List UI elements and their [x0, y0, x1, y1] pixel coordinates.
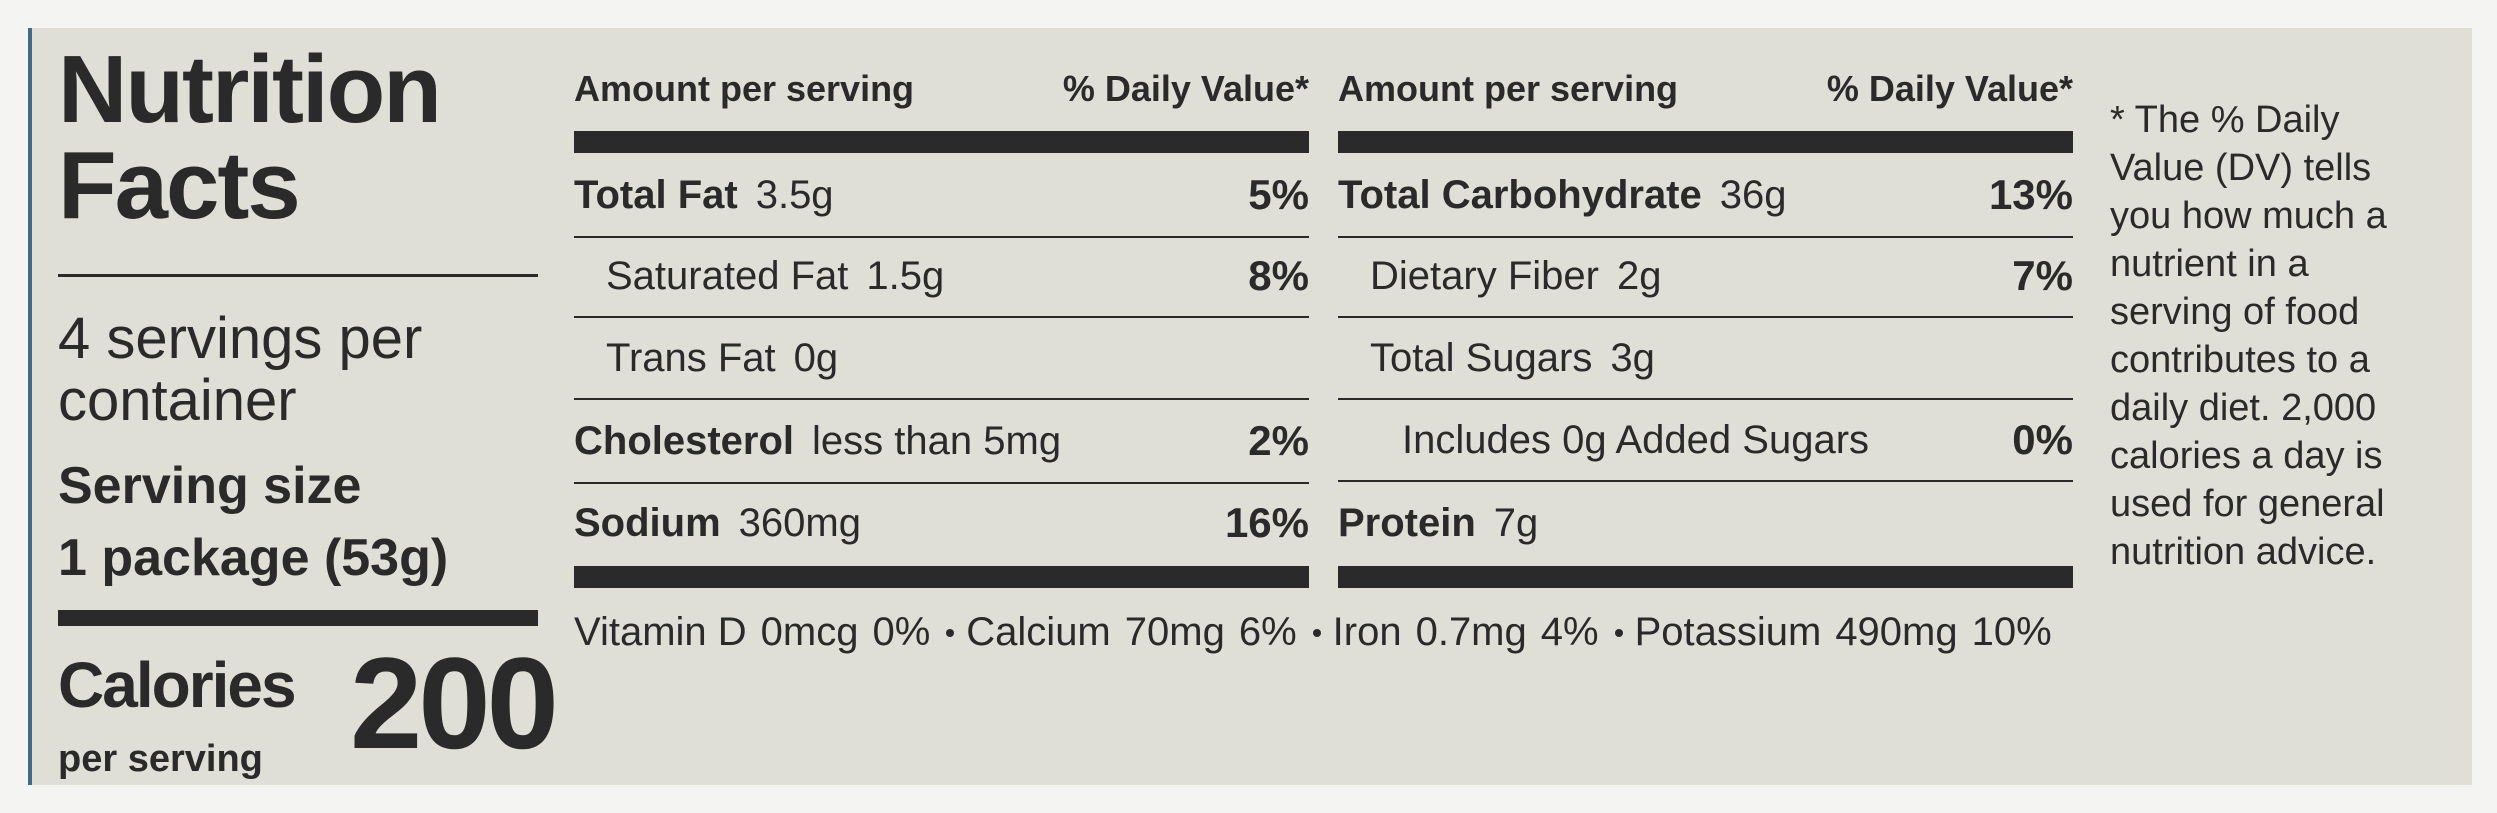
nutrient-row: Trans Fat 0g [574, 318, 1309, 400]
nutrient-name: Cholesterol [574, 418, 795, 463]
separator-dot [1614, 628, 1623, 637]
nutrient-row: Dietary Fiber 2g 7% [1338, 236, 2073, 318]
vitamin-name: Iron [1332, 610, 1402, 654]
nutrient-row: Saturated Fat 1.5g 8% [574, 236, 1309, 318]
nutrient-name: Protein [1338, 500, 1476, 545]
nutrient-row: Includes 0g Added Sugars 0% [1338, 400, 2073, 482]
separator-dot [1312, 628, 1321, 637]
footnote: * The % Daily Value (DV) tells you how m… [2110, 99, 2387, 573]
nutrient-dv: 2% [1248, 417, 1309, 464]
nutrient-dv: 16% [1224, 499, 1309, 546]
nutrient-column: Amount per serving % Daily Value* Total C… [1338, 28, 2073, 628]
nutrient-name: Total Fat [574, 172, 738, 217]
vitamins-line: Vitamin D 0mcg 0% Calcium 70mg 6% Iron 0.7mg 4% P… [574, 610, 2066, 655]
calories-sub: per serving [58, 738, 263, 780]
vitamin-name: Vitamin D [574, 610, 747, 654]
nutrient-name: Dietary Fiber [1370, 253, 1599, 298]
nutrient-row: Total Carbohydrate 36g 13% [1338, 154, 2073, 238]
nutrient-amount: 1.5g [866, 253, 945, 298]
nutrient-amount: 3g [1610, 335, 1655, 380]
nutrient-row: Total Fat 3.5g 5% [574, 154, 1309, 238]
column-header: Amount per serving % Daily Value* [574, 68, 1309, 110]
vitamin-name: Potassium [1634, 610, 1822, 654]
nutrient-amount: 3.5g [755, 172, 834, 217]
thick-bar [574, 566, 1309, 588]
vitamin-dv: 0% [872, 610, 931, 654]
nutrient-row: Cholesterol less than 5mg 2% [574, 400, 1309, 484]
serving-size: 1 package (53g) [58, 529, 449, 587]
vitamin-amount: 0mcg [760, 610, 859, 654]
nutrient-name: Trans Fat [606, 335, 776, 380]
vitamin-dv: 10% [1971, 610, 2052, 654]
nutrient-amount: 36g [1719, 172, 1787, 217]
divider [58, 274, 538, 277]
nutrient-column: Amount per serving % Daily Value* Total F… [574, 28, 1309, 628]
nutrition-label: Nutrition Facts 4 servings per container… [28, 28, 2472, 785]
header-amount: Amount per serving [1338, 68, 1679, 109]
header-dv: % Daily Value* [1826, 68, 2073, 109]
calories-label: Calories [58, 649, 297, 721]
servings: 4 servings per container [58, 306, 423, 433]
nutrient-amount: 360mg [738, 500, 861, 545]
nutrient-amount: less than 5mg [812, 418, 1062, 463]
header-amount: Amount per serving [574, 68, 915, 109]
separator-dot [946, 628, 955, 637]
nutrient-name: Saturated Fat [606, 253, 849, 298]
vitamin-amount: 70mg [1124, 610, 1225, 654]
calories-value: 200 [350, 630, 559, 776]
nutrient-name: Total Carbohydrate [1338, 172, 1702, 217]
thick-bar [574, 131, 1309, 153]
vitamin-name: Calcium [966, 610, 1111, 654]
thick-bar [1338, 131, 2073, 153]
vitamin-amount: 0.7mg [1415, 610, 1527, 654]
nutrient-dv: 13% [1988, 171, 2073, 218]
thick-bar [1338, 566, 2073, 588]
nutrient-name: Includes 0g Added Sugars [1402, 417, 1870, 462]
nutrient-row: Total Sugars 3g [1338, 318, 2073, 400]
vitamin-dv: 4% [1540, 610, 1599, 654]
header-dv: % Daily Value* [1062, 68, 1309, 109]
thick-divider [58, 610, 538, 626]
nutrient-amount: 0g [793, 335, 839, 380]
nutrient-dv: 5% [1248, 171, 1309, 218]
nutrient-name: Total Sugars [1370, 335, 1593, 380]
title: Nutrition Facts [58, 36, 442, 239]
nutrient-row: Protein 7g [1338, 482, 2073, 564]
vitamin-dv: 6% [1238, 610, 1297, 654]
vitamin-amount: 490mg [1835, 610, 1958, 654]
nutrient-dv: 0% [2012, 416, 2073, 463]
column-header: Amount per serving % Daily Value* [1338, 68, 2073, 110]
nutrient-amount: 2g [1616, 253, 1662, 298]
nutrient-row: Sodium 360mg 16% [574, 482, 1309, 564]
nutrient-name: Sodium [574, 500, 721, 545]
nutrient-dv: 8% [1248, 252, 1309, 299]
serving-size-label: Serving size [58, 457, 362, 515]
nutrient-dv: 7% [2012, 252, 2073, 299]
nutrient-amount: 7g [1493, 500, 1539, 545]
